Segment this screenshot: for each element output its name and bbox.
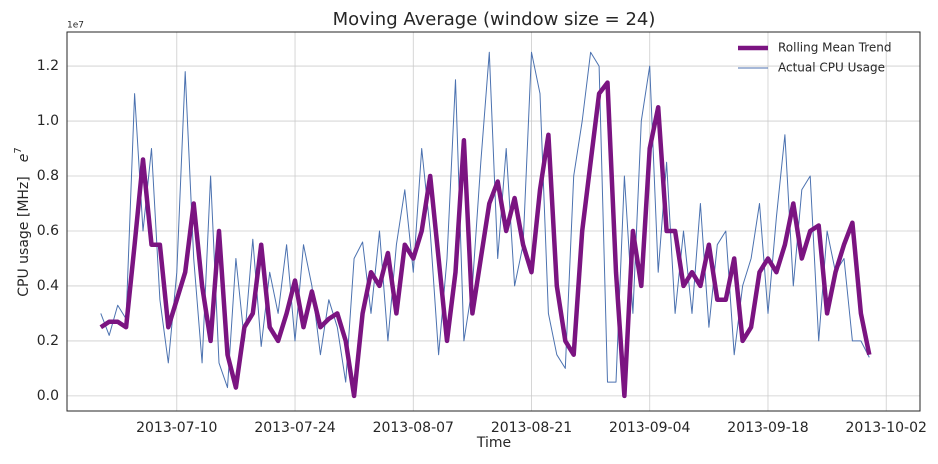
chart-title: Moving Average (window size = 24): [333, 9, 656, 30]
series-line: [99, 80, 872, 399]
x-tick-label: 2013-08-21: [491, 420, 572, 436]
legend-label: Actual CPU Usage: [778, 61, 885, 75]
x-axis-label: Time: [476, 435, 511, 451]
y-tick-label: 0.6: [37, 223, 59, 239]
plot-frame: [66, 31, 921, 412]
y-tick-label: 1.2: [37, 58, 59, 74]
y-tick-label: 0.8: [37, 168, 59, 184]
x-tick-label: 2013-08-07: [373, 420, 454, 436]
x-tick-label: 2013-10-02: [846, 420, 927, 436]
x-tick-label: 2013-09-18: [727, 420, 808, 436]
y-tick-label: 0.2: [37, 333, 59, 349]
x-tick-label: 2013-07-24: [254, 420, 335, 436]
legend-label: Rolling Mean Trend: [778, 41, 892, 55]
x-tick-label: 2013-07-10: [136, 420, 217, 436]
x-tick-label: 2013-09-04: [609, 420, 690, 436]
y-tick-label: 1.0: [37, 113, 59, 129]
y-tick-label: 0.0: [37, 388, 59, 404]
offset-text: 1e7: [67, 21, 84, 31]
y-tick-label: 0.4: [37, 278, 59, 294]
y-axis-label: CPU usage [MHz] e7: [13, 147, 32, 297]
y-label-text: CPU usage [MHz]: [16, 176, 32, 297]
y-unit-exp: 7: [13, 147, 24, 153]
y-unit-base: e: [16, 154, 32, 163]
